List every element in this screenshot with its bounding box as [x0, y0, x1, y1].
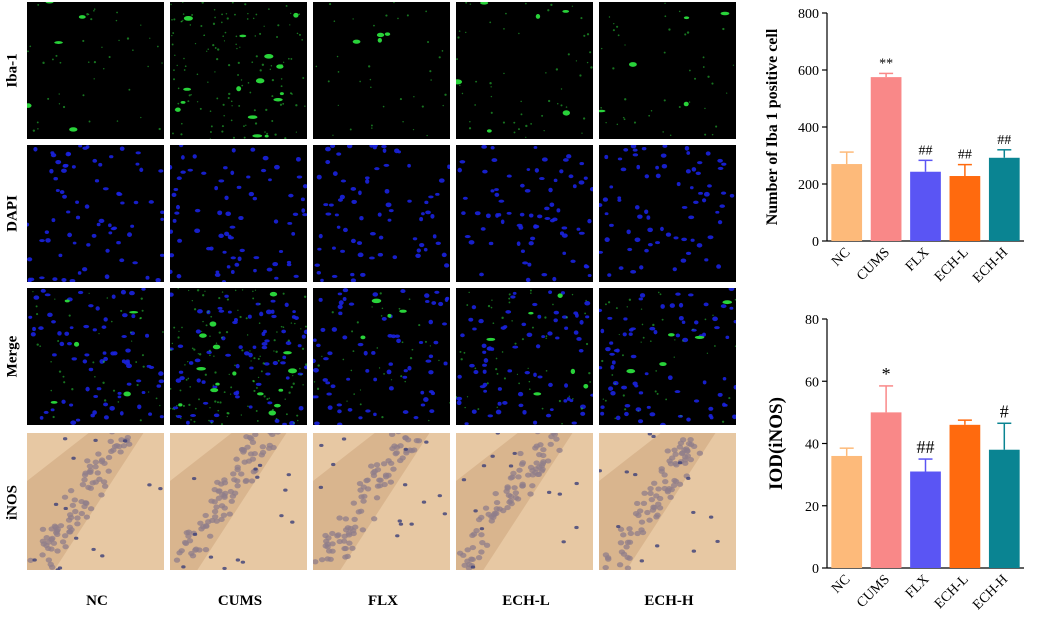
inos-y-tick-label: 20: [805, 500, 819, 515]
iba1-x-tick-label-nc: NC: [829, 245, 853, 269]
micrograph-merge-nc: [27, 288, 164, 425]
iba1-bar-chart: 0 200 400 600 800 Number of Iba 1 positive ce…: [764, 7, 1024, 286]
micrograph-merge-cums: [170, 288, 307, 425]
micrograph-dapi-nc: [27, 145, 164, 282]
iba1-bar-ech-l: [949, 176, 981, 241]
iba1-y-axis-label: Number of Iba 1 positive cell: [764, 28, 781, 225]
inos-y-tick-label: 60: [805, 375, 819, 390]
micrograph-dapi-ech-h: [599, 145, 736, 282]
row-label-iba1: Iba-1: [4, 53, 21, 88]
inos-x-tick-label-cums: CUMS: [854, 572, 893, 611]
inos-y-tick-label: 40: [805, 438, 819, 453]
inos-y-axis-label: IOD(iNOS): [766, 397, 787, 490]
column-label-cums: CUMS: [217, 593, 263, 609]
inos-bar-chart: 0 20 40 60 80 IOD(iNOS) NC * CUMS ## FLX ECH-L # ECH-…: [766, 313, 1024, 613]
inos-y-tick-label: 80: [805, 313, 819, 328]
iba1-significance-ech-l: ##: [958, 148, 972, 163]
column-label-nc: NC: [86, 593, 108, 609]
iba1-significance-ech-h: ##: [997, 133, 1011, 148]
iba1-x-tick-label-ech-l: ECH-L: [932, 245, 972, 285]
iba1-y-tick-label: 800: [798, 7, 819, 22]
iba1-y-tick-label: 0: [812, 235, 819, 250]
column-label-ech-l: ECH-L: [502, 593, 550, 609]
micrograph-dapi-cums: [170, 145, 307, 282]
inos-bar-nc: [831, 455, 863, 568]
row-label-inos: iNOS: [4, 485, 21, 521]
iba1-x-tick-label-cums: CUMS: [854, 245, 893, 284]
inos-significance-ech-h: #: [1000, 401, 1009, 421]
inos-significance-flx: ##: [917, 437, 935, 457]
iba1-y-tick-label: 200: [798, 178, 819, 193]
column-label-flx: FLX: [368, 593, 398, 609]
iba1-y-tick-label: 400: [798, 121, 819, 136]
micrograph-iba-1-cums: [170, 2, 307, 139]
micrograph-inos-cums: [170, 433, 307, 570]
micrograph-inos-flx: [313, 433, 450, 570]
micrograph-iba-1-ech-h: [599, 2, 736, 139]
iba1-bar-flx: [910, 171, 941, 241]
row-label-dapi: DAPI: [4, 195, 21, 232]
inos-x-tick-label-ech-l: ECH-L: [932, 572, 972, 612]
micrograph-inos-ech-l: [456, 433, 593, 570]
inos-significance-cums: *: [882, 364, 891, 384]
micrograph-merge-flx: [313, 288, 450, 425]
micrograph-iba-1-flx: [313, 2, 450, 139]
micrograph-inos-nc: [27, 433, 164, 570]
micrograph-dapi-flx: [313, 145, 450, 282]
iba1-bar-nc: [831, 164, 863, 241]
micrograph-merge-ech-h: [599, 288, 736, 425]
row-label-merge: Merge: [4, 335, 21, 378]
inos-x-tick-label-ech-h: ECH-H: [970, 572, 1011, 613]
iba1-bar-ech-h: [988, 157, 1020, 241]
micrograph-merge-ech-l: [456, 288, 593, 425]
column-label-ech-h: ECH-H: [644, 593, 694, 609]
inos-y-tick-label: 0: [812, 562, 819, 577]
micrograph-iba-1-nc: [27, 2, 164, 139]
iba1-x-tick-label-flx: FLX: [903, 245, 932, 274]
micrograph-inos-ech-h: [599, 433, 736, 570]
inos-bar-flx: [910, 471, 941, 568]
inos-x-tick-label-flx: FLX: [903, 572, 932, 601]
micrograph-iba-1-ech-l: [456, 2, 593, 139]
iba1-bar-cums: [870, 77, 902, 241]
inos-x-tick-label-nc: NC: [829, 572, 853, 596]
inos-bar-ech-h: [988, 449, 1020, 568]
iba1-x-tick-label-ech-h: ECH-H: [970, 245, 1011, 286]
iba1-y-tick-label: 600: [798, 64, 819, 79]
iba1-significance-flx: ##: [919, 143, 933, 158]
inos-bar-ech-l: [949, 424, 981, 568]
inos-bar-cums: [870, 412, 902, 568]
micrograph-dapi-ech-l: [456, 145, 593, 282]
iba1-significance-cums: **: [879, 56, 893, 71]
